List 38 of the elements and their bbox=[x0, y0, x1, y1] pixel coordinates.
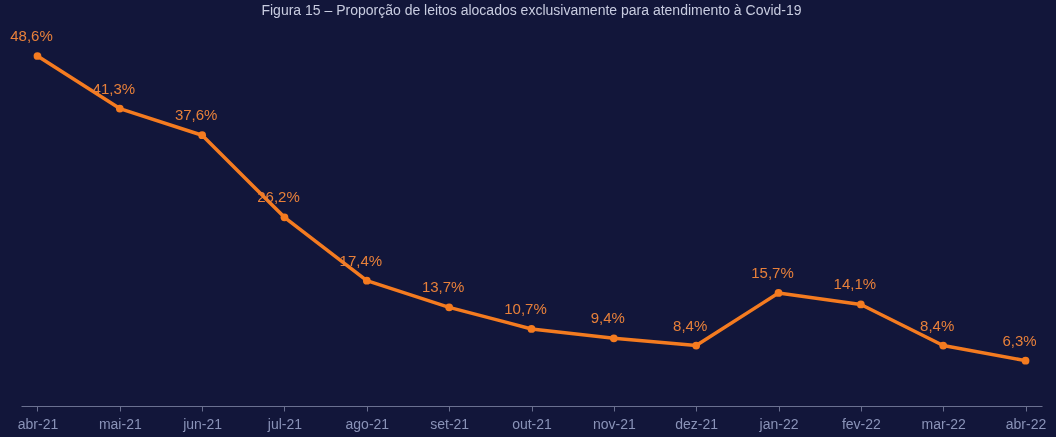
data-label: 15,7% bbox=[751, 263, 794, 281]
point bbox=[609, 334, 618, 343]
point bbox=[1021, 356, 1030, 365]
x-tick-label: nov-21 bbox=[592, 415, 636, 432]
data-label: 37,6% bbox=[174, 106, 218, 124]
x-tick-label: set-21 bbox=[430, 415, 470, 432]
chart-title: Figura 15 – Proporção de leitos alocados exclusivamente para atendimento à Covid-19 bbox=[261, 2, 802, 18]
data-label: 8,4% bbox=[673, 316, 708, 334]
point bbox=[856, 300, 865, 309]
point bbox=[198, 131, 207, 140]
point bbox=[774, 289, 783, 297]
data-label: 48,6% bbox=[10, 27, 53, 44]
x-tick-label: ago-21 bbox=[345, 415, 390, 432]
point bbox=[939, 341, 948, 350]
x-tick-label: jul-21 bbox=[266, 415, 303, 432]
x-tick-label: abr-22 bbox=[1005, 415, 1047, 432]
x-tick-label: jan-22 bbox=[758, 415, 799, 432]
point bbox=[692, 341, 701, 350]
point bbox=[33, 52, 42, 60]
point bbox=[280, 213, 289, 222]
data-label: 10,7% bbox=[504, 299, 547, 317]
data-label: 41,3% bbox=[92, 79, 136, 97]
data-label: 8,4% bbox=[920, 316, 955, 334]
x-tick-label: mai-21 bbox=[98, 415, 142, 432]
point bbox=[362, 276, 371, 285]
x-tick-label: fev-22 bbox=[841, 415, 882, 432]
point bbox=[445, 303, 454, 312]
x-tick-label: mar-22 bbox=[921, 415, 967, 432]
data-label: 13,7% bbox=[421, 278, 465, 296]
data-label: 9,4% bbox=[590, 309, 625, 327]
point bbox=[527, 325, 536, 333]
data-label: 6,3% bbox=[1002, 331, 1037, 349]
data-label: 14,1% bbox=[833, 275, 877, 293]
x-tick-label: abr-21 bbox=[17, 415, 59, 432]
x-tick-label: out-21 bbox=[512, 415, 553, 432]
point bbox=[115, 104, 124, 113]
x-tick-label: dez-21 bbox=[675, 415, 719, 432]
x-tick-label: jun-21 bbox=[182, 415, 223, 432]
